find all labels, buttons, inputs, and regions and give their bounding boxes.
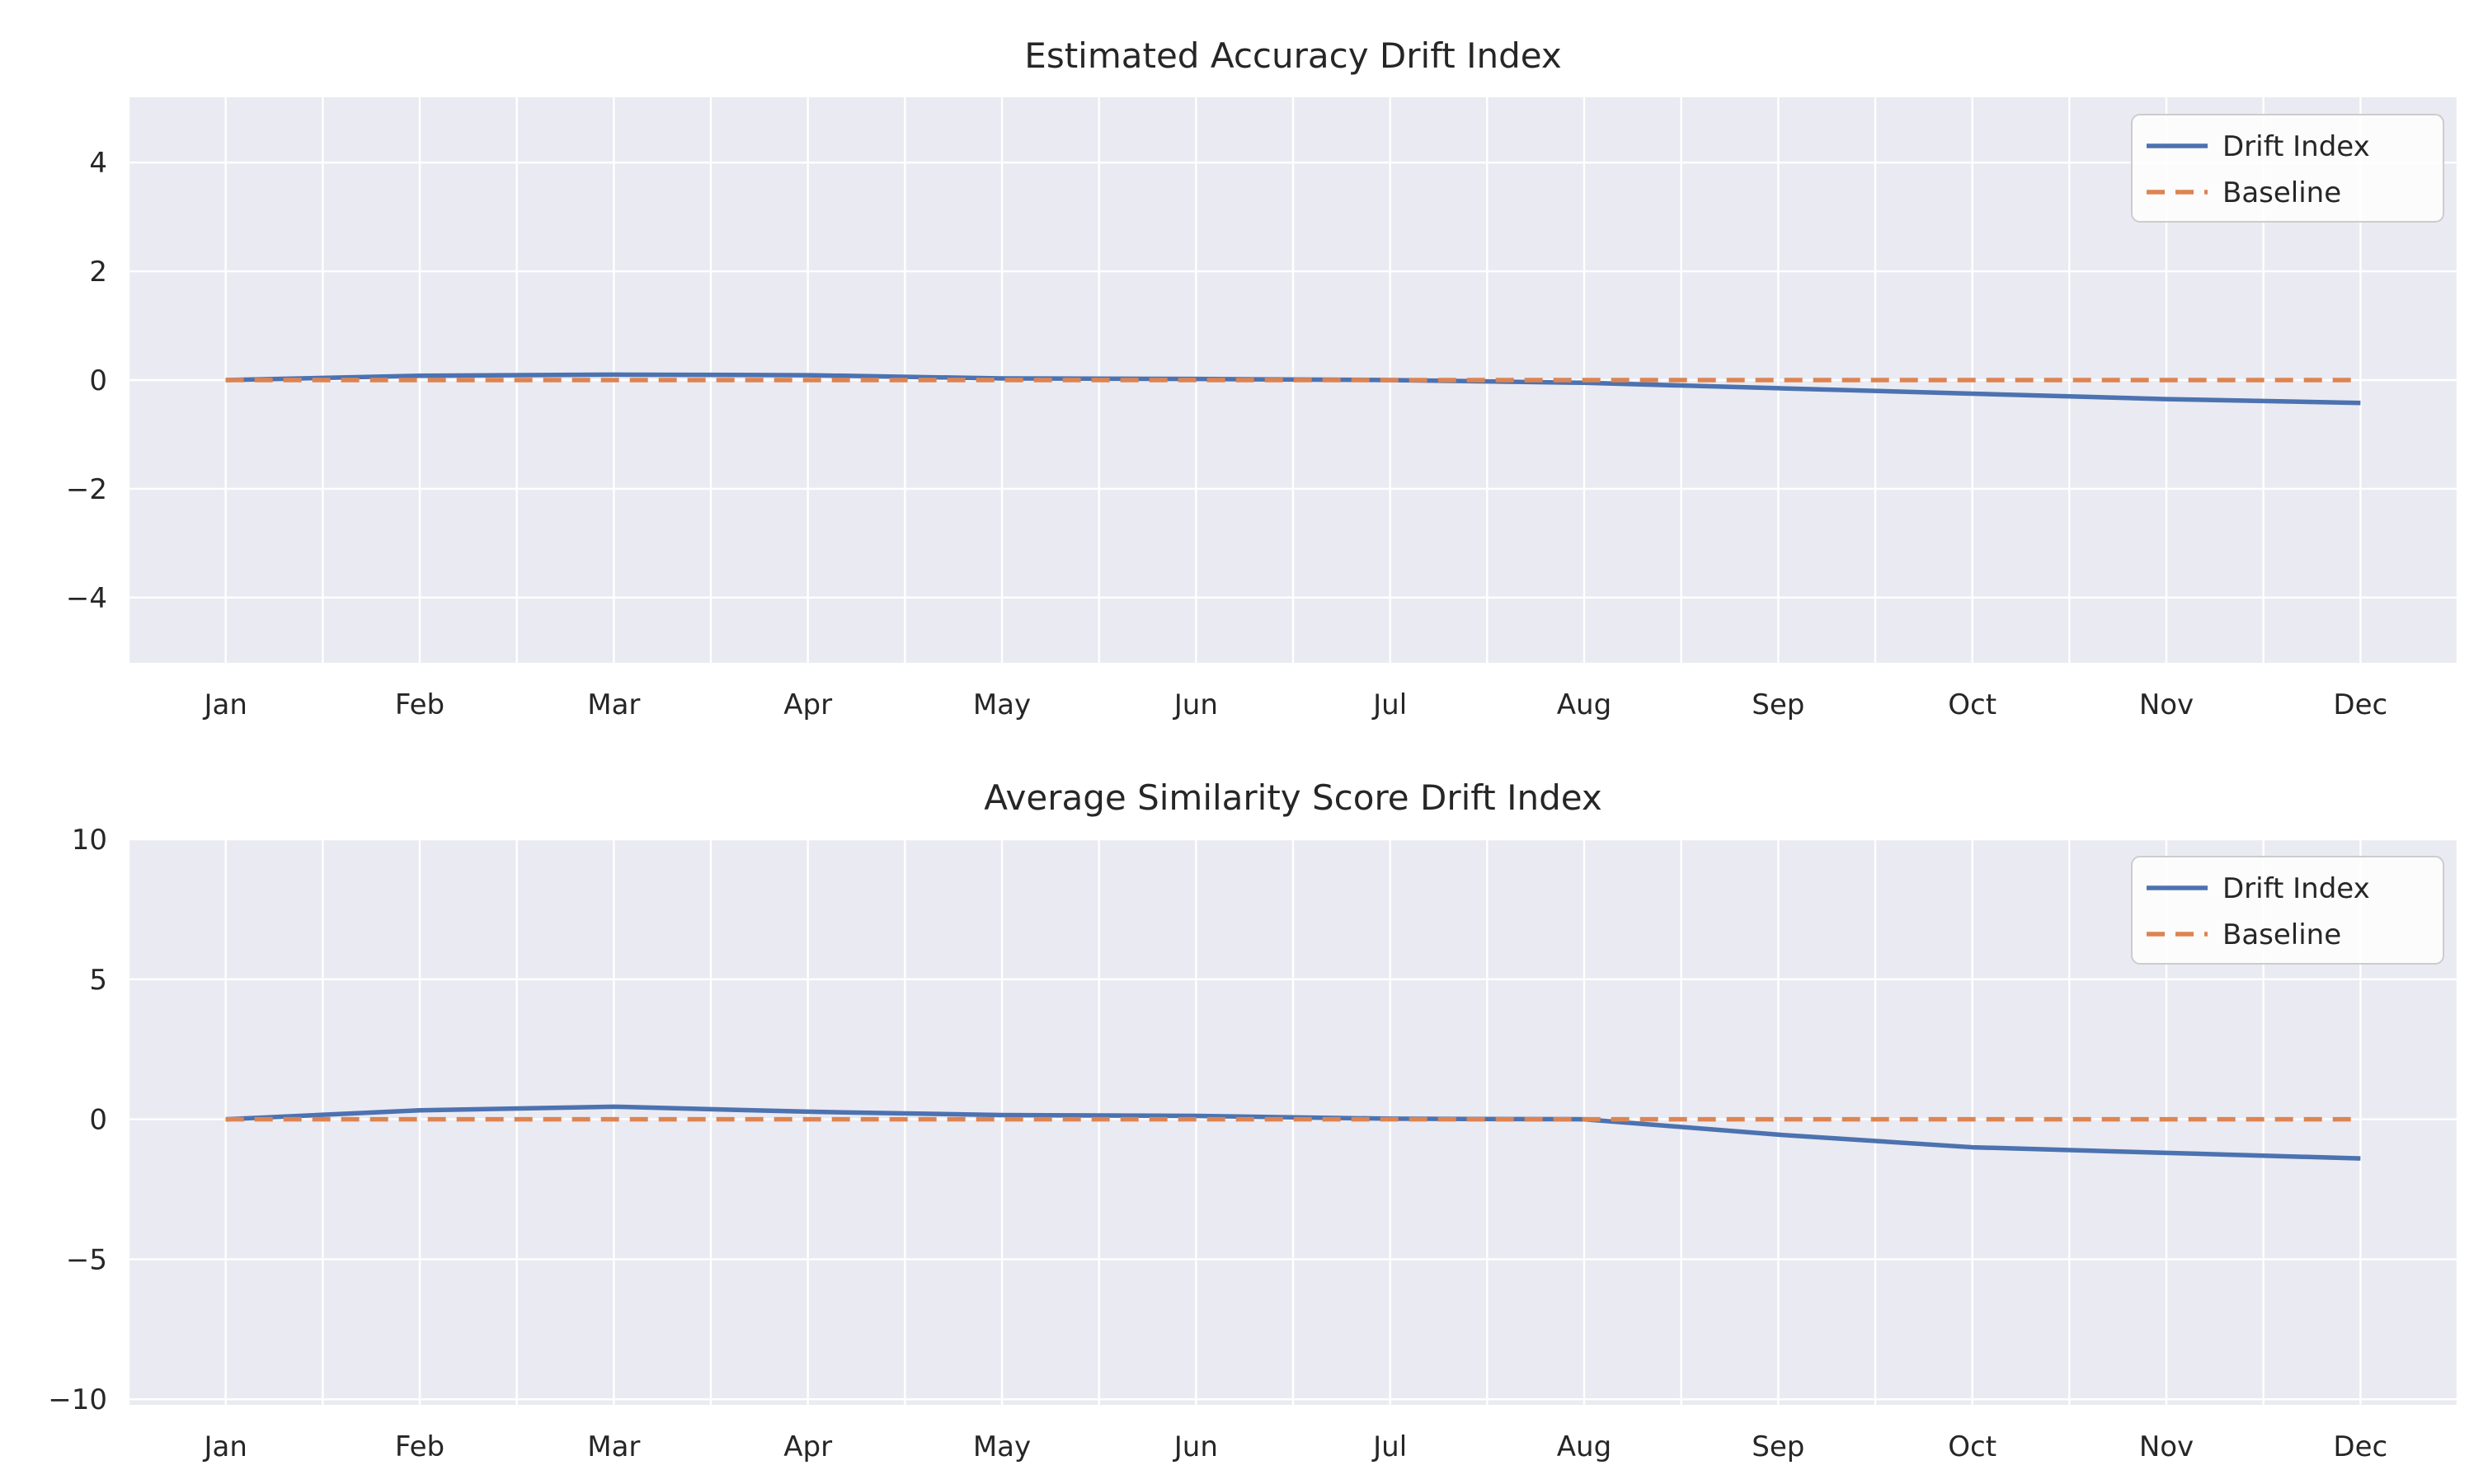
y-tick-label: 0	[89, 364, 107, 397]
y-tick-label: −5	[66, 1243, 107, 1276]
series-line-drift-index	[225, 372, 2361, 406]
y-tick-label: 2	[89, 256, 107, 289]
legend-box	[2131, 114, 2444, 223]
x-tick-label: Sep	[1752, 1430, 1804, 1463]
x-tick-label: Jun	[1173, 1430, 1218, 1463]
legend-label: Drift Index	[2222, 872, 2370, 905]
x-tick-label: Mar	[587, 1430, 640, 1463]
y-tick-label: 0	[89, 1104, 107, 1137]
chart-title: Average Similarity Score Drift Index	[984, 777, 1602, 818]
series-line-drift-index	[225, 1104, 2361, 1161]
x-tick-label: Dec	[2333, 1430, 2387, 1463]
x-tick-label: Jan	[202, 1430, 247, 1463]
x-tick-label: Nov	[2139, 688, 2194, 721]
legend-label: Baseline	[2222, 918, 2341, 951]
chart-similarity-drift: Average Similarity Score Drift Index 10 5 0…	[48, 777, 2459, 1463]
x-tick-label: Aug	[1557, 688, 1611, 721]
y-tick-label: 10	[72, 824, 107, 857]
y-tick-label: 4	[89, 147, 107, 180]
legend-box	[2131, 856, 2444, 965]
y-tick-label: 5	[89, 964, 107, 997]
y-tick-label: −10	[48, 1383, 107, 1416]
y-tick-label: −4	[66, 582, 107, 615]
y-tick-label: −2	[66, 473, 107, 506]
x-tick-label: Nov	[2139, 1430, 2194, 1463]
x-tick-label: Sep	[1752, 688, 1804, 721]
legend-label: Baseline	[2222, 176, 2341, 209]
x-tick-label: Feb	[395, 688, 444, 721]
chart-section-accuracy-drift: Estimated Accuracy Drift Index 4 2 0 −2 −4 Jan…	[66, 35, 2459, 721]
x-tick-label: Aug	[1557, 1430, 1611, 1463]
legend-label: Drift Index	[2222, 130, 2370, 163]
x-tick-label: May	[973, 1430, 1031, 1463]
x-tick-label: Apr	[783, 688, 832, 721]
x-tick-label: May	[973, 688, 1031, 721]
x-tick-label: Feb	[395, 1430, 444, 1463]
chart-title: Estimated Accuracy Drift Index	[1024, 35, 1561, 76]
x-tick-label: Mar	[587, 688, 640, 721]
chart-section-similarity-drift: Average Similarity Score Drift Index 10 5 0…	[0, 742, 2488, 1484]
x-tick-label: Dec	[2333, 688, 2387, 721]
x-tick-label: Apr	[783, 1430, 832, 1463]
x-tick-label: Jul	[1371, 1430, 1407, 1463]
x-tick-label: Jun	[1173, 688, 1218, 721]
x-tick-label: Jan	[202, 688, 247, 721]
x-tick-label: Oct	[1948, 688, 1997, 721]
x-tick-label: Oct	[1948, 1430, 1997, 1463]
x-tick-label: Jul	[1371, 688, 1407, 721]
chart-accuracy-drift: Estimated Accuracy Drift Index 4 2 0 −2 −4 Jan…	[66, 35, 2459, 721]
